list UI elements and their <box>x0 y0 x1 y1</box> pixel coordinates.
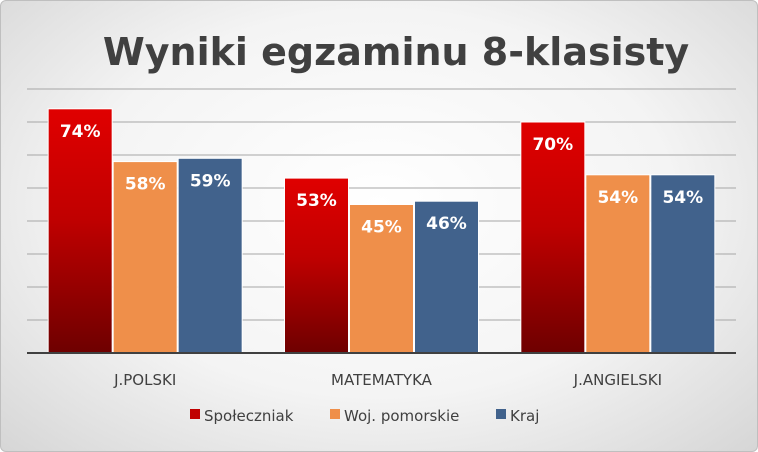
bar <box>112 161 178 354</box>
bar <box>349 204 414 354</box>
bars <box>47 108 716 354</box>
data-label: 54% <box>597 188 638 208</box>
data-labels: 74% 58% 59% 53% 45% 46% 70% 54% 54% <box>60 122 703 238</box>
data-label: 58% <box>125 175 166 195</box>
legend-label: Społeczniak <box>204 407 294 425</box>
data-label: 54% <box>662 188 703 208</box>
data-label: 45% <box>361 218 402 238</box>
bar <box>177 157 243 354</box>
bar <box>47 108 113 354</box>
chart-title: Wyniki egzaminu 8-klasisty <box>103 30 690 74</box>
bar <box>585 174 651 354</box>
legend-swatch <box>190 409 200 419</box>
data-label: 70% <box>532 135 573 155</box>
legend-label: Woj. pomorskie <box>344 407 459 425</box>
legend-label: Kraj <box>510 407 539 425</box>
legend: Społeczniak Woj. pomorskie Kraj <box>190 407 539 425</box>
data-label: 74% <box>60 122 101 142</box>
category-labels: J.POLSKI MATEMATYKA J.ANGIELSKI <box>113 371 662 389</box>
bar <box>414 200 479 354</box>
bar <box>520 121 586 354</box>
data-label: 46% <box>426 214 467 234</box>
category-label: J.POLSKI <box>113 371 176 389</box>
data-label: 53% <box>296 191 337 211</box>
legend-swatch <box>496 409 506 419</box>
data-label: 59% <box>190 171 231 191</box>
category-label: J.ANGIELSKI <box>573 371 662 389</box>
category-label: MATEMATYKA <box>331 371 433 389</box>
legend-swatch <box>330 409 340 419</box>
bar <box>284 177 349 354</box>
